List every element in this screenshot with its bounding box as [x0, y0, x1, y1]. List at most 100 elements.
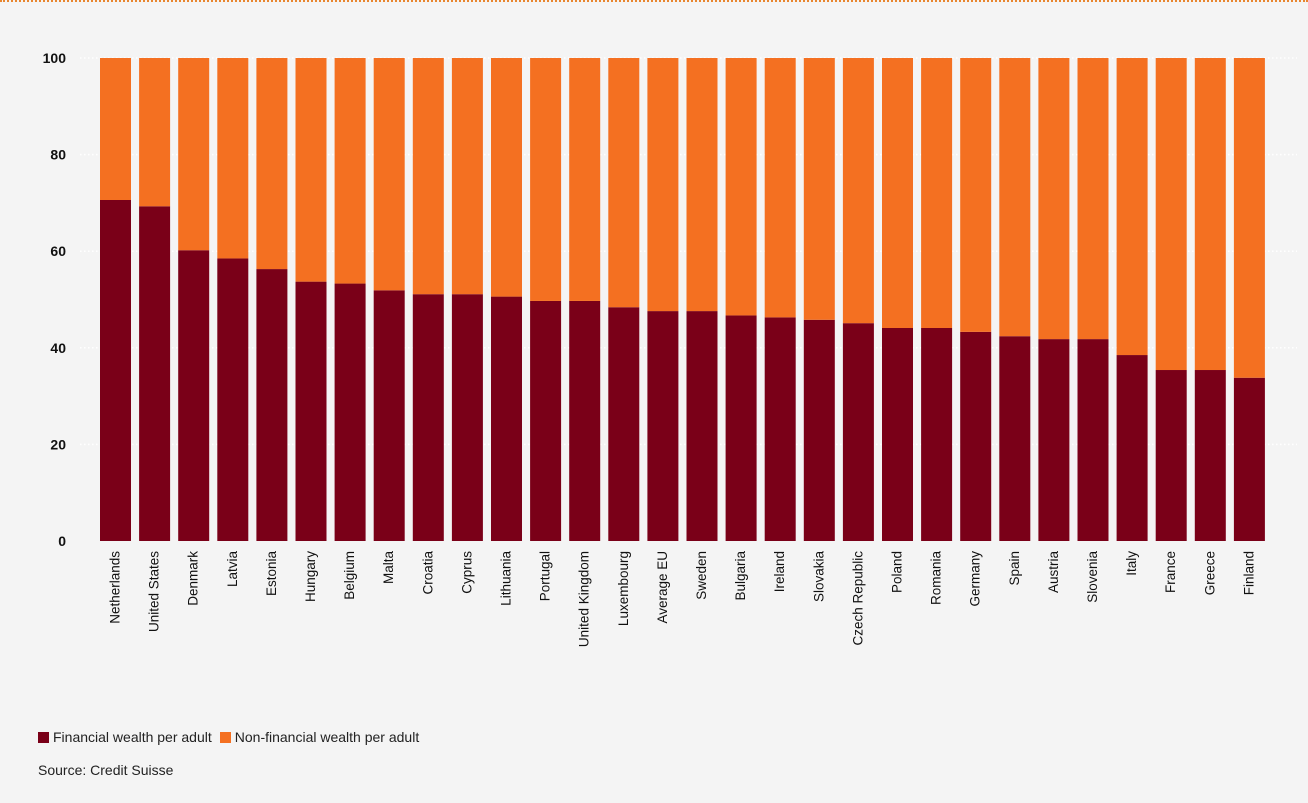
- x-tick-label: Greece: [1202, 551, 1217, 595]
- bar-non-financial: [764, 58, 796, 318]
- bar-non-financial: [608, 58, 640, 308]
- source-note: Source: Credit Suisse: [38, 762, 174, 778]
- bar-financial: [803, 319, 835, 541]
- x-tick-label: Hungary: [303, 551, 318, 602]
- bar-non-financial: [373, 58, 405, 291]
- bar-non-financial: [647, 58, 679, 312]
- stacked-bar-chart: 0 20 40 60 80 100 Netherlands United States Den…: [43, 50, 1297, 648]
- y-tick-label: 20: [50, 436, 66, 452]
- bar-financial: [647, 311, 679, 541]
- x-tick-label: Slovenia: [1085, 551, 1100, 603]
- bar-non-financial: [1038, 58, 1070, 340]
- x-tick-label: Estonia: [264, 551, 279, 597]
- bar-non-financial: [412, 58, 444, 295]
- bar-financial: [1038, 339, 1070, 541]
- bar-non-financial: [139, 58, 171, 207]
- bar-financial: [921, 327, 953, 541]
- x-tick-label: Luxembourg: [616, 551, 631, 626]
- bar-non-financial: [1116, 58, 1148, 356]
- bar-financial: [1155, 370, 1187, 541]
- bar-non-financial: [256, 58, 288, 270]
- x-tick-label: Czech Republic: [850, 551, 865, 646]
- x-tick-label: Poland: [890, 551, 905, 593]
- x-tick-label: Italy: [1124, 551, 1139, 576]
- legend-item-non-financial: Non-financial wealth per adult: [219, 729, 420, 745]
- bar-non-financial: [921, 58, 953, 328]
- legend: Financial wealth per adult Non-financial…: [38, 729, 427, 745]
- y-tick-label: 40: [50, 340, 66, 356]
- bar-financial: [569, 300, 601, 541]
- legend-label-non-financial: Non-financial wealth per adult: [234, 729, 420, 745]
- bar-financial: [295, 281, 327, 541]
- y-tick-label: 60: [50, 243, 66, 259]
- bar-financial: [334, 283, 366, 541]
- legend-swatch-non-financial: [219, 731, 231, 743]
- x-tick-label: Slovakia: [811, 551, 826, 603]
- x-tick-label: Lithuania: [499, 551, 514, 606]
- y-tick-label: 100: [43, 50, 67, 66]
- bar-non-financial: [803, 58, 835, 320]
- bar-financial: [100, 200, 131, 541]
- bar-financial: [373, 290, 405, 541]
- bar-financial: [412, 294, 444, 541]
- x-tick-label: Netherlands: [108, 551, 123, 624]
- bar-non-financial: [334, 58, 366, 284]
- x-tick-label: Germany: [968, 551, 983, 607]
- bar-non-financial: [530, 58, 562, 301]
- x-tick-label: Spain: [1007, 551, 1022, 586]
- x-tick-label: Austria: [1046, 551, 1061, 594]
- bar-financial: [686, 311, 718, 541]
- bar-non-financial: [217, 58, 249, 259]
- bar-non-financial: [882, 58, 913, 328]
- bar-non-financial: [999, 58, 1031, 337]
- x-tick-label: Sweden: [694, 551, 709, 600]
- x-tick-label: Latvia: [225, 551, 240, 588]
- legend-swatch-financial: [38, 731, 49, 743]
- bar-financial: [139, 206, 171, 541]
- x-axis-labels: Netherlands United States Denmark Latvia Est…: [108, 551, 1257, 648]
- bar-non-financial: [842, 58, 874, 324]
- bar-financial: [1077, 339, 1109, 541]
- x-tick-label: Denmark: [186, 551, 201, 606]
- y-tick-label: 80: [50, 147, 66, 163]
- legend-item-financial: Financial wealth per adult: [38, 729, 212, 745]
- bar-financial: [217, 258, 249, 541]
- bar-financial: [178, 250, 210, 541]
- x-tick-label: United States: [147, 551, 162, 632]
- bar-non-financial: [569, 58, 601, 301]
- bar-financial: [491, 296, 522, 541]
- bar-financial: [1233, 377, 1265, 541]
- bar-non-financial: [491, 58, 522, 297]
- bar-financial: [960, 331, 992, 541]
- bar-non-financial: [1194, 58, 1226, 371]
- bar-financial: [1116, 355, 1148, 541]
- x-tick-label: Average EU: [655, 551, 670, 624]
- top-dotted-rule: [0, 0, 1308, 6]
- x-tick-label: Romania: [929, 551, 944, 606]
- bar-financial: [882, 327, 913, 541]
- bar-financial: [256, 269, 288, 541]
- y-tick-label: 0: [58, 533, 66, 549]
- bar-non-financial: [295, 58, 327, 282]
- bar-financial: [842, 323, 874, 541]
- bar-non-financial: [725, 58, 757, 316]
- x-tick-label: France: [1163, 551, 1178, 593]
- bar-financial: [608, 307, 640, 541]
- bar-financial: [725, 315, 757, 541]
- bar-financial: [1194, 370, 1226, 541]
- x-tick-label: Portugal: [538, 551, 553, 601]
- bars: [100, 58, 1265, 541]
- bar-non-financial: [1077, 58, 1109, 340]
- bar-non-financial: [451, 58, 483, 295]
- bar-non-financial: [1233, 58, 1265, 378]
- bar-financial: [764, 317, 796, 541]
- y-axis-ticks: 0 20 40 60 80 100: [43, 50, 67, 549]
- x-tick-label: Malta: [381, 551, 396, 585]
- x-tick-label: Cyprus: [459, 551, 474, 594]
- x-tick-label: Croatia: [420, 551, 435, 595]
- x-tick-label: Ireland: [772, 551, 787, 592]
- bar-non-financial: [178, 58, 210, 251]
- bar-non-financial: [686, 58, 718, 312]
- bar-non-financial: [1155, 58, 1187, 371]
